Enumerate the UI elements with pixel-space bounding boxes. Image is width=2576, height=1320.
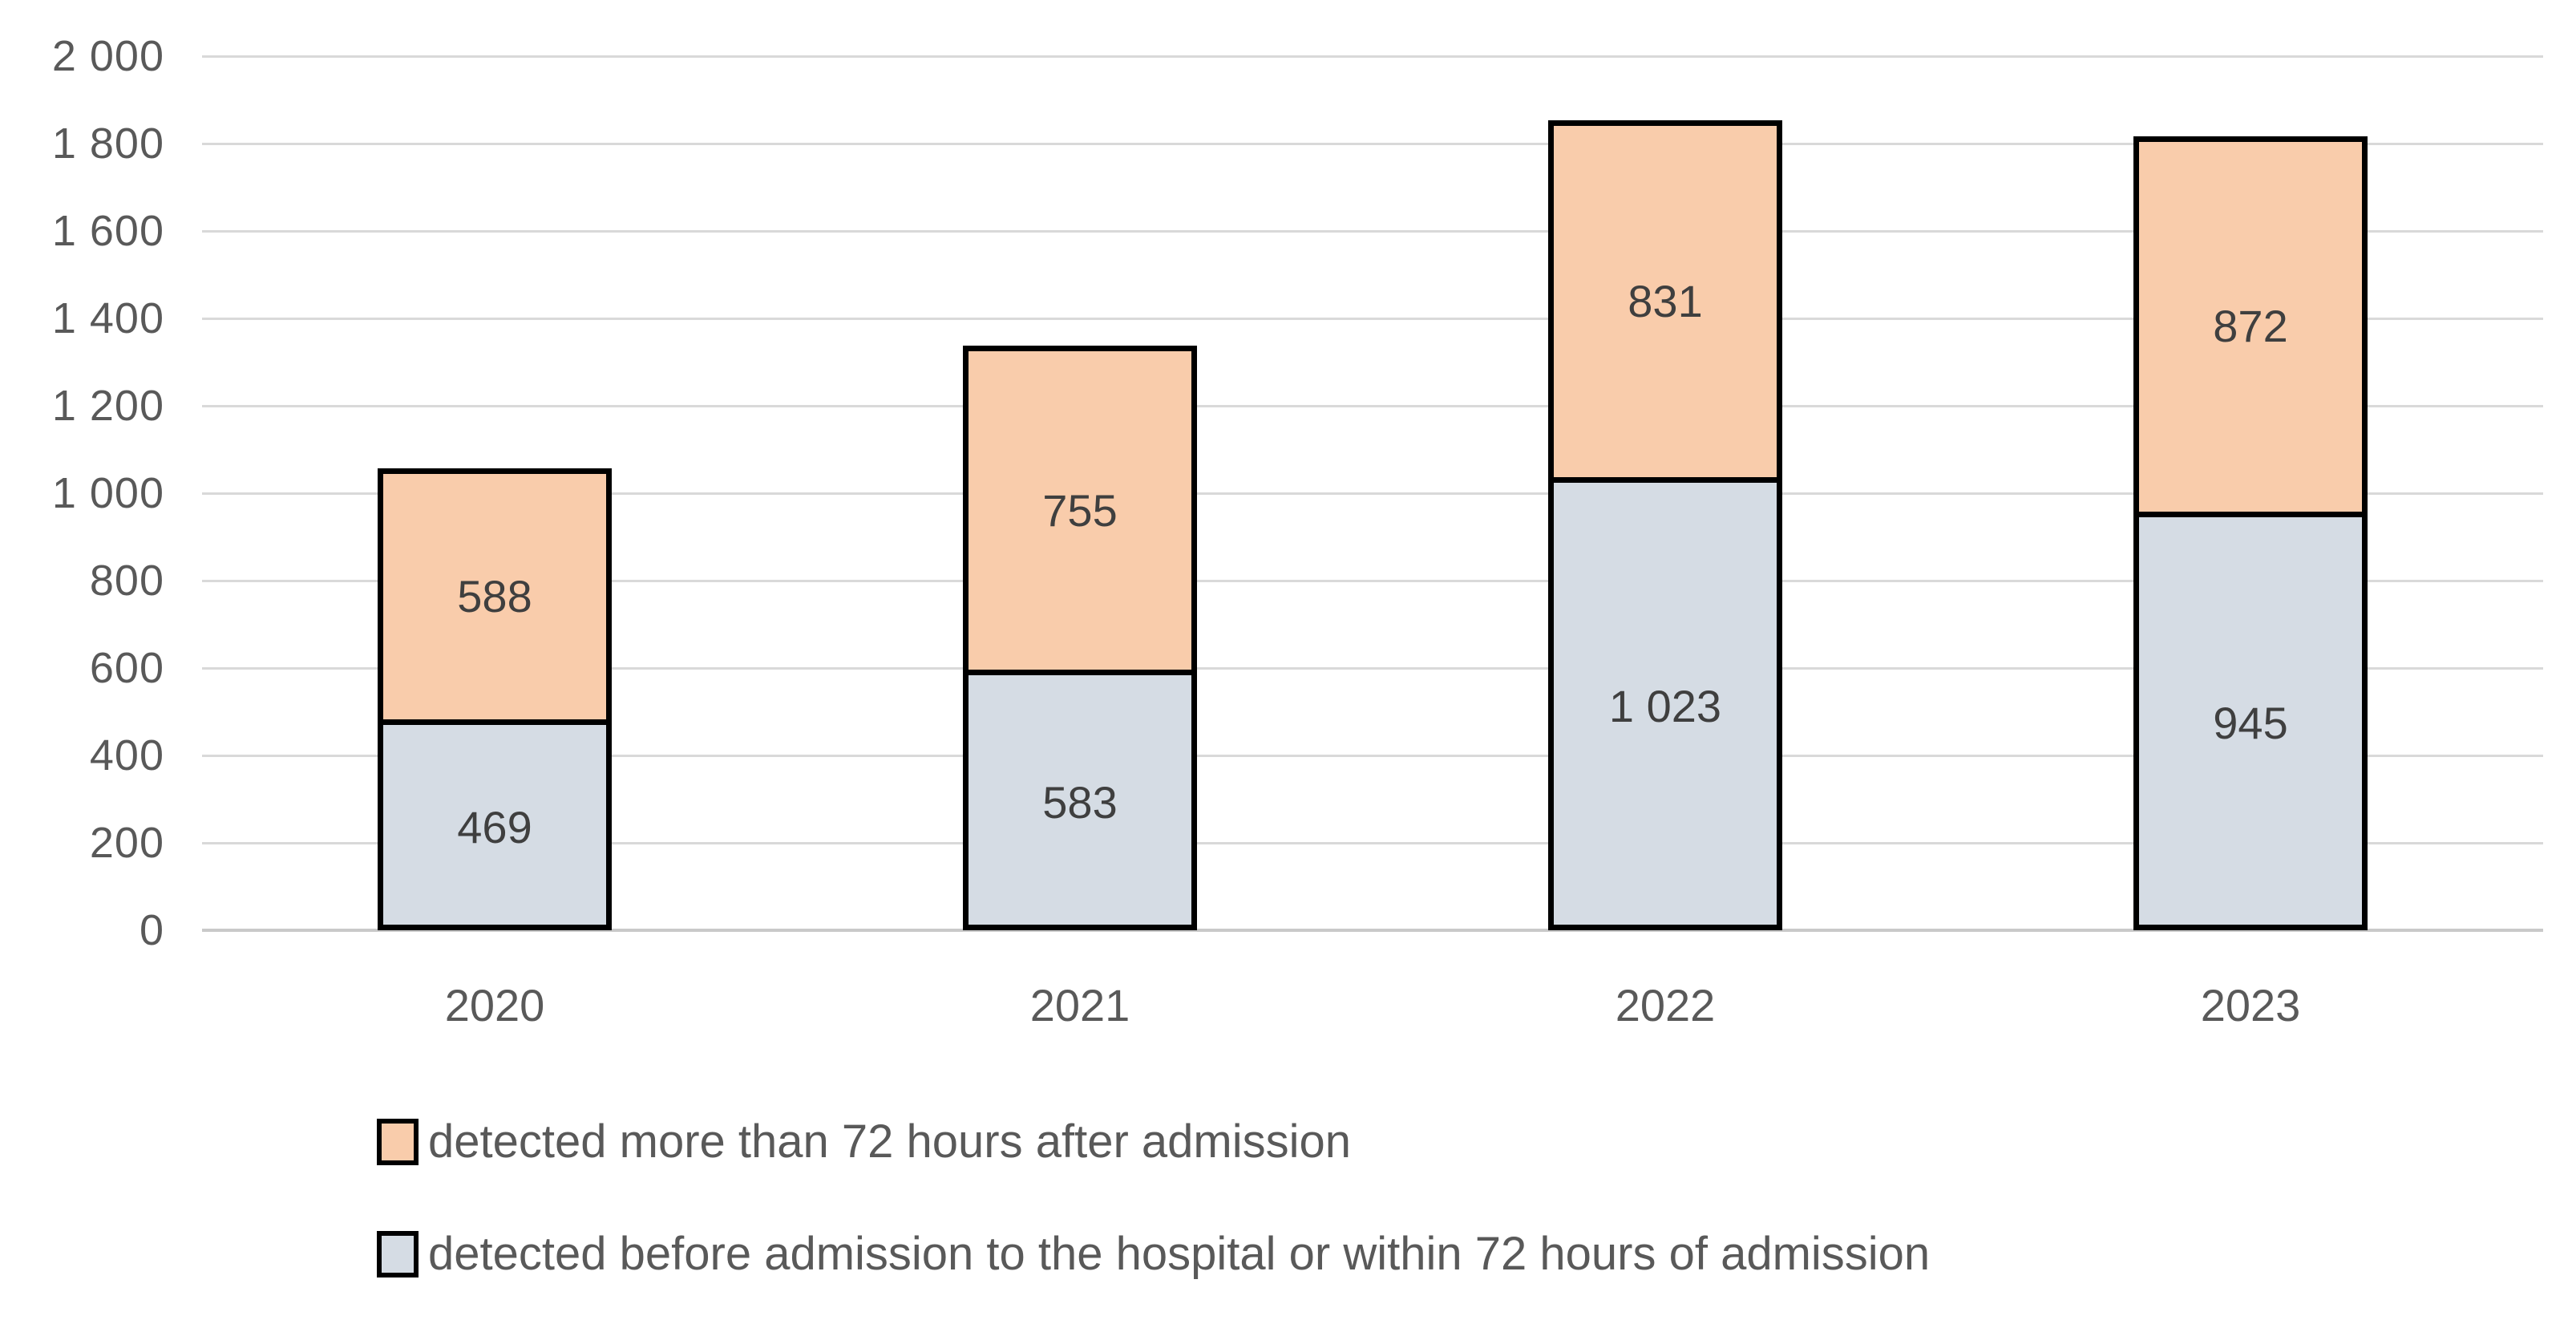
legend-swatch-icon	[377, 1231, 419, 1277]
bar-label-after-2020: 588	[457, 571, 532, 622]
bar-2022	[1548, 119, 1782, 930]
bar-2023	[2133, 136, 2368, 930]
legend-item: detected before admission to the hospita…	[377, 1225, 1930, 1283]
gridline	[202, 754, 2543, 757]
x-tick-label-2023: 2023	[2200, 980, 2301, 1030]
legend-item: detected more than 72 hours after admiss…	[377, 1113, 1351, 1171]
bar-label-before-2020: 469	[457, 802, 532, 853]
bar-segment-after-2023	[2139, 141, 2362, 517]
bar-label-before-2021: 583	[1042, 777, 1118, 828]
gridline	[202, 492, 2543, 495]
legend-label: detected more than 72 hours after admiss…	[428, 1116, 1351, 1168]
bar-segment-after-2022	[1554, 125, 1777, 484]
y-tick-label: 1 400	[51, 294, 164, 342]
bar-2020	[378, 468, 612, 930]
y-tick-label: 0	[139, 906, 164, 954]
gridline	[202, 55, 2543, 58]
bar-segment-after-2021	[969, 350, 1191, 676]
gridline	[202, 841, 2543, 844]
x-tick-label-2022: 2022	[1615, 980, 1716, 1030]
legend-swatch-icon	[377, 1119, 419, 1165]
gridline	[202, 404, 2543, 407]
y-tick-label: 400	[89, 731, 164, 779]
legend-label: detected before admission to the hospita…	[428, 1228, 1931, 1280]
gridline	[202, 317, 2543, 320]
gridline	[202, 579, 2543, 582]
bar-label-after-2022: 831	[1628, 276, 1703, 327]
gridline	[202, 229, 2543, 233]
y-tick-label: 2 000	[51, 32, 164, 80]
bar-label-after-2021: 755	[1042, 484, 1118, 536]
y-tick-label: 1 000	[51, 469, 164, 517]
bar-segment-after-2020	[383, 473, 606, 726]
gridline	[202, 142, 2543, 145]
bar-label-after-2023: 872	[2213, 301, 2288, 352]
x-tick-label-2021: 2021	[1029, 980, 1130, 1030]
y-tick-label: 200	[89, 819, 164, 867]
y-tick-label: 600	[89, 644, 164, 692]
y-tick-label: 1 600	[51, 207, 164, 255]
bar-2021	[963, 345, 1197, 930]
y-tick-label: 1 800	[51, 119, 164, 168]
x-axis-line	[202, 929, 2543, 932]
y-tick-label: 1 200	[51, 382, 164, 430]
y-tick-label: 800	[89, 557, 164, 605]
bar-label-before-2023: 945	[2213, 698, 2288, 749]
x-tick-label-2020: 2020	[444, 980, 545, 1030]
bar-label-before-2022: 1 023	[1608, 681, 1722, 732]
gridline	[202, 666, 2543, 670]
